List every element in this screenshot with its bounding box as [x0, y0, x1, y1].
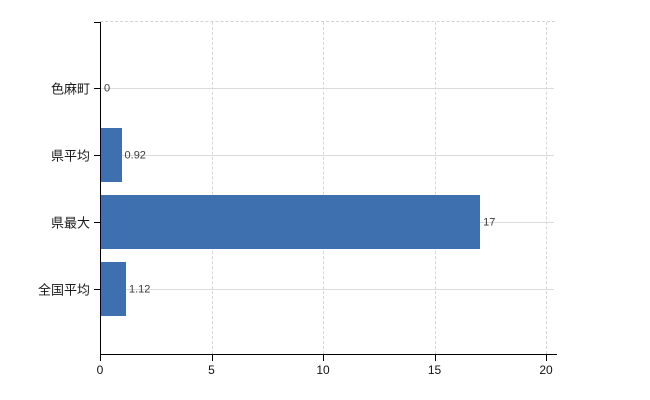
category-label: 県最大: [50, 215, 90, 231]
category-label: 全国平均: [37, 282, 90, 298]
bar-value-label: 1.12: [128, 283, 151, 296]
x-tick-label: 0: [96, 363, 104, 377]
horizontal-gridline: [101, 88, 554, 89]
vertical-gridline: [546, 22, 547, 354]
bar-value-label: 0.92: [124, 149, 146, 162]
bar-value-label: 17: [483, 216, 496, 229]
vertical-gridline: [434, 22, 436, 354]
x-tick: [546, 355, 547, 361]
plot-top-border: [100, 21, 555, 22]
y-axis-line: [100, 22, 101, 355]
bar: [101, 195, 481, 249]
x-tick: [211, 355, 213, 361]
x-axis-line: [100, 354, 557, 355]
y-tick: [94, 88, 100, 89]
y-tick: [94, 222, 100, 223]
category-label: 色麻町: [50, 81, 90, 97]
bar: [101, 262, 126, 316]
vertical-gridline: [211, 22, 213, 354]
bar: [101, 128, 122, 182]
horizontal-gridline: [101, 155, 554, 156]
x-tick-label: 5: [208, 363, 215, 377]
bar-value-label: 0: [104, 82, 111, 95]
y-tick: [94, 155, 100, 156]
category-label: 県平均: [50, 148, 90, 164]
x-tick-label: 15: [427, 363, 442, 377]
x-tick-label: 20: [539, 363, 553, 377]
horizontal-gridline: [101, 289, 554, 290]
x-tick-label: 10: [316, 363, 330, 377]
x-tick: [434, 355, 436, 361]
x-tick: [323, 355, 324, 361]
x-tick: [100, 355, 101, 361]
y-tick: [94, 289, 100, 290]
vertical-gridline: [323, 22, 324, 354]
y-axis-end-tick: [94, 22, 100, 23]
